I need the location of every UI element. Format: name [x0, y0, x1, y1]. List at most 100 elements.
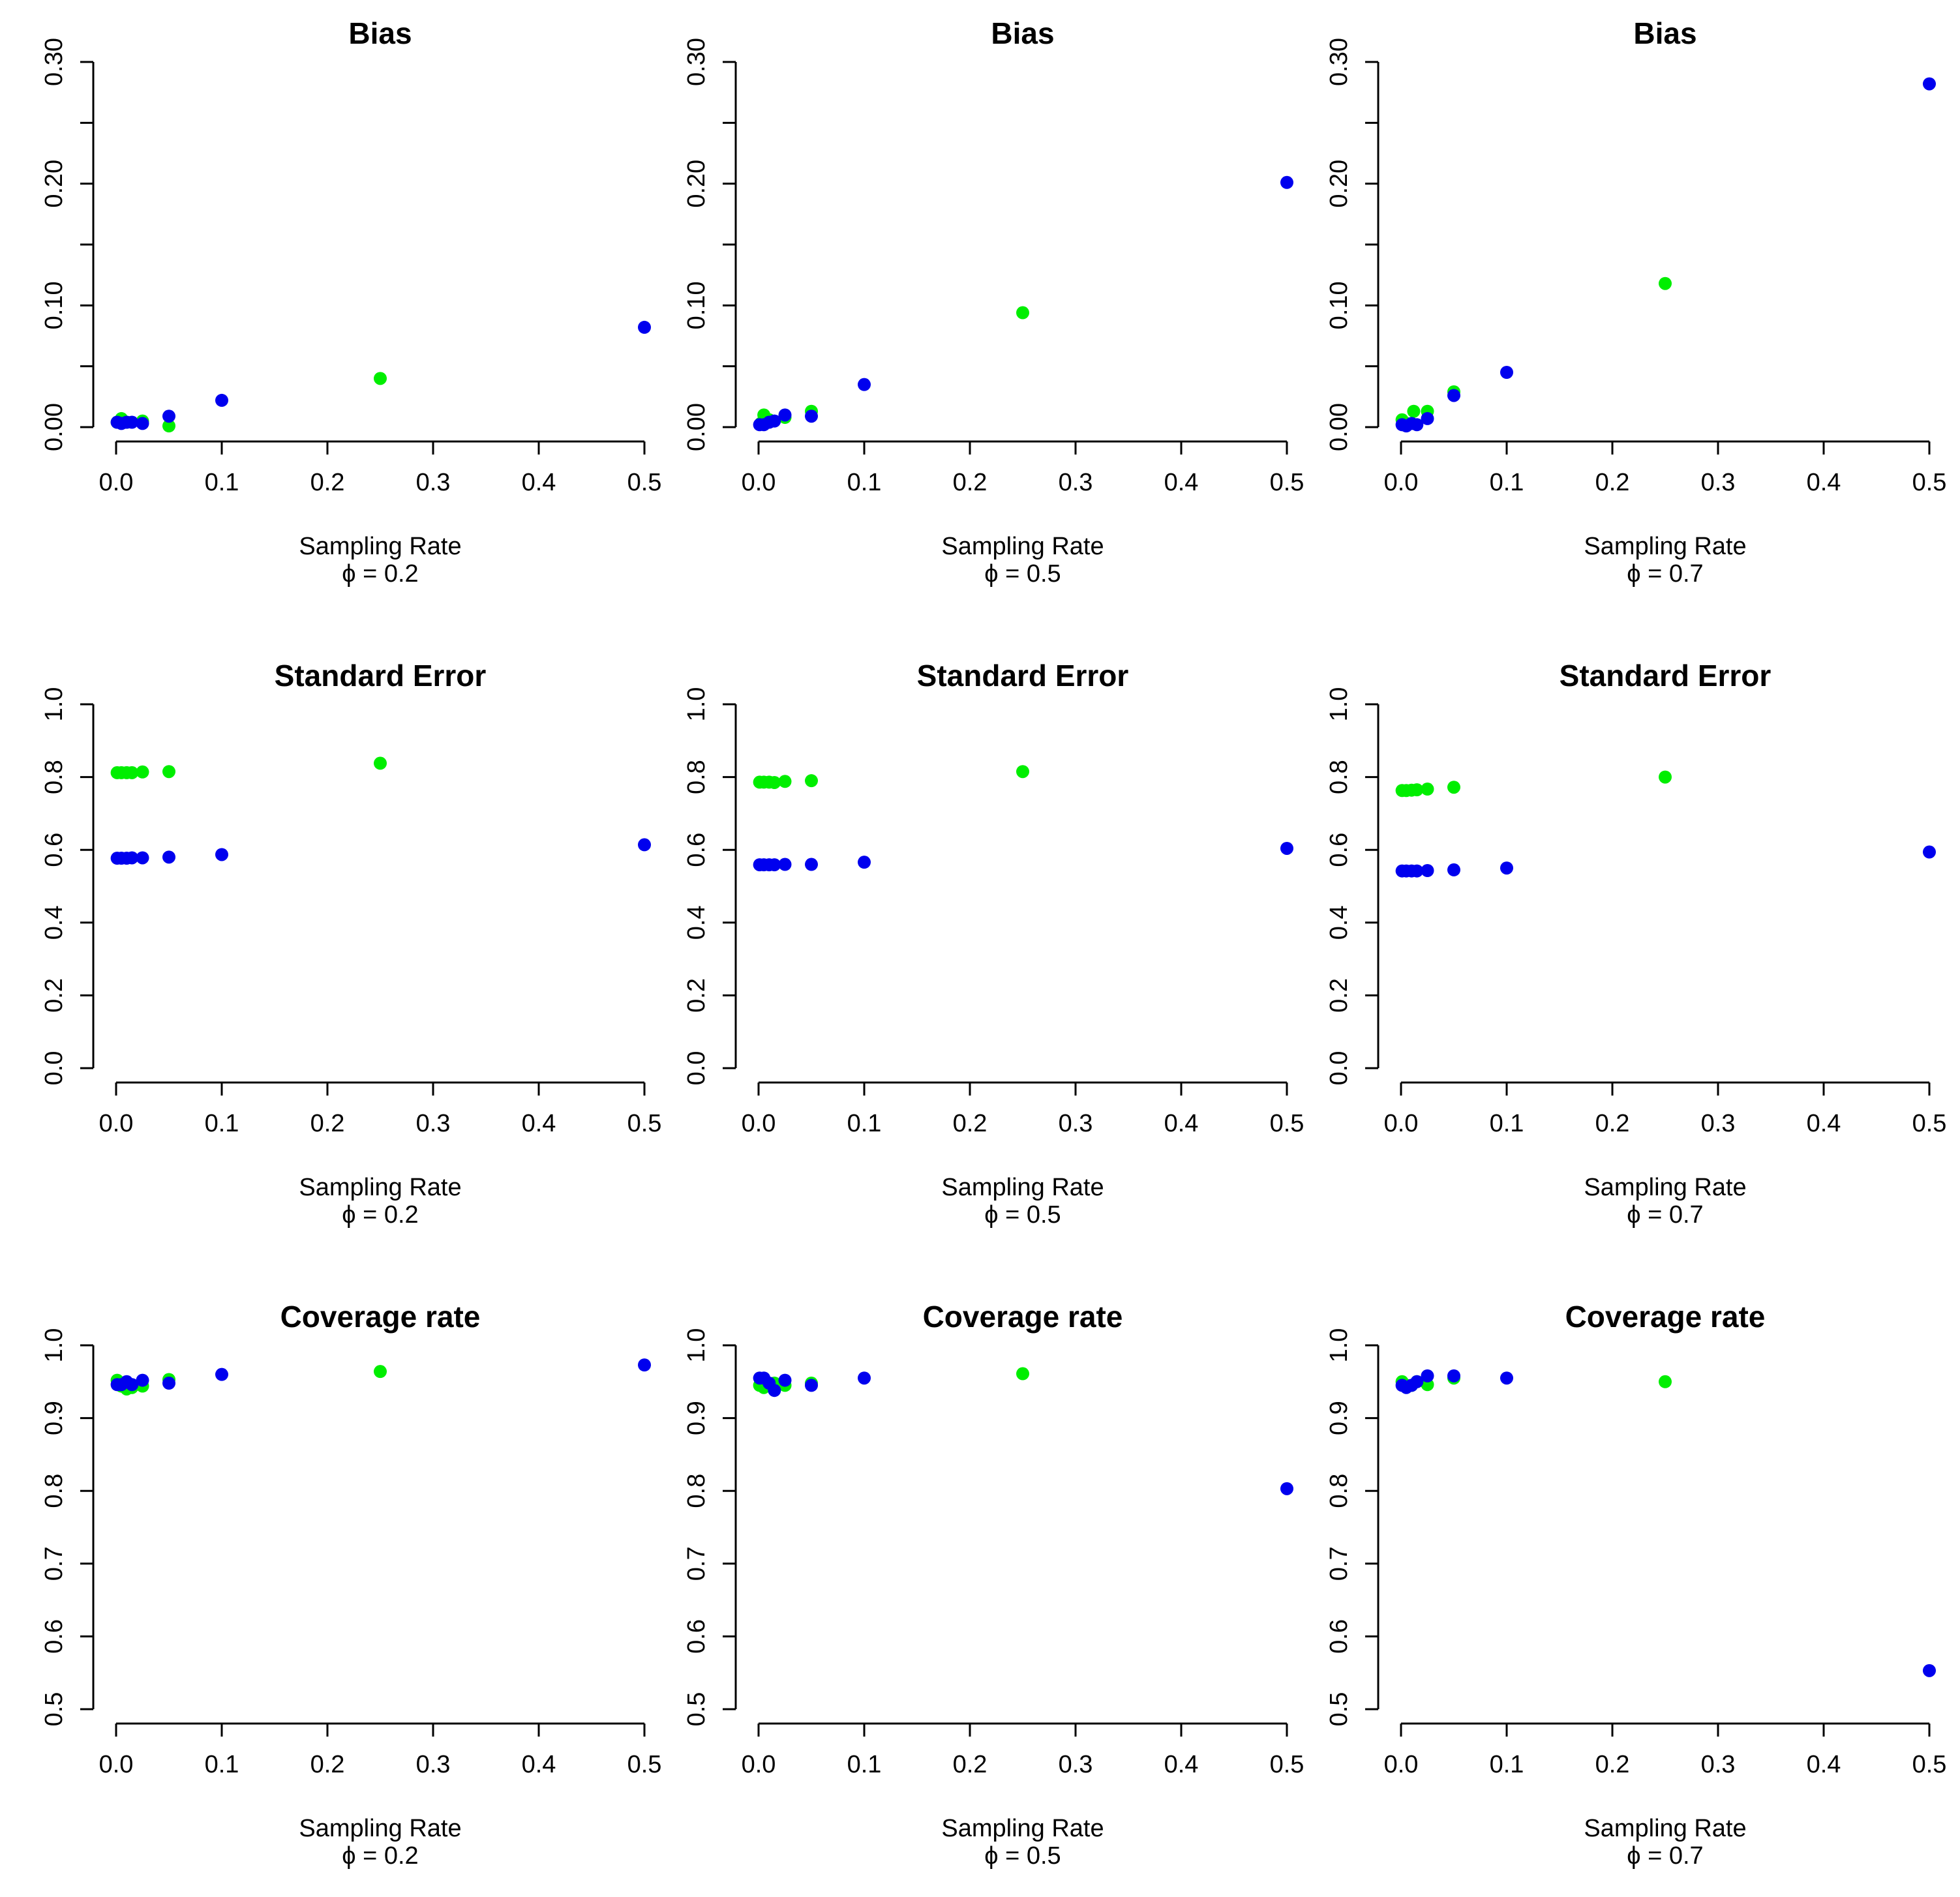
x-tick-label: 0.4 [1164, 1751, 1199, 1778]
x-axis-label: Sampling Rate [941, 1174, 1104, 1201]
y-tick-label: 0.4 [40, 905, 68, 940]
y-tick-label: 0.5 [1325, 1692, 1353, 1727]
y-tick-label: 0.20 [1325, 160, 1353, 208]
y-tick-label: 0.0 [1325, 1051, 1353, 1086]
point-blue [125, 415, 139, 429]
y-tick-label: 0.20 [683, 160, 710, 208]
point-blue [1447, 389, 1460, 402]
chart-title: Coverage rate [280, 1300, 481, 1334]
x-tick-label: 0.1 [1490, 469, 1524, 496]
y-tick-label: 0.8 [683, 1474, 710, 1508]
y-tick-label: 0.6 [40, 833, 68, 867]
point-blue [162, 410, 175, 423]
y-tick-label: 0.8 [40, 760, 68, 794]
chart-title: Standard Error [1560, 659, 1772, 693]
y-tick-label: 0.10 [40, 281, 68, 329]
chart-title: Standard Error [275, 659, 487, 693]
x-tick-label: 0.0 [1384, 469, 1419, 496]
point-blue [1923, 1664, 1936, 1677]
y-tick-label: 0.6 [683, 833, 710, 867]
y-tick-label: 0.2 [683, 978, 710, 1013]
x-tick-label: 0.3 [1701, 1751, 1736, 1778]
chart-title: Coverage rate [1565, 1300, 1766, 1334]
point-blue [768, 858, 781, 872]
point-green [1016, 1367, 1029, 1381]
point-green [778, 775, 792, 788]
x-tick-label: 0.3 [1701, 469, 1736, 496]
y-tick-label: 0.2 [1325, 978, 1353, 1013]
x-axis-label: Sampling Rate [299, 1174, 461, 1201]
y-tick-label: 0.30 [40, 38, 68, 86]
y-tick-label: 0.2 [40, 978, 68, 1013]
point-blue [1421, 411, 1434, 425]
x-tick-label: 0.2 [310, 469, 345, 496]
point-blue [1421, 1369, 1434, 1382]
x-tick-label: 0.1 [847, 1110, 882, 1137]
point-blue [805, 858, 818, 871]
point-green [805, 774, 818, 788]
x-tick-label: 0.3 [1059, 469, 1093, 496]
point-blue [136, 417, 149, 430]
x-tick-label: 0.5 [1270, 469, 1304, 496]
point-blue [778, 408, 792, 422]
y-tick-label: 0.5 [683, 1692, 710, 1727]
y-tick-label: 0.30 [683, 38, 710, 86]
x-tick-label: 0.2 [310, 1110, 345, 1137]
y-tick-label: 0.4 [1325, 905, 1353, 940]
x-tick-label: 0.4 [522, 1110, 556, 1137]
x-axis-sublabel: ϕ = 0.2 [342, 1842, 418, 1870]
y-tick-label: 0.10 [683, 281, 710, 329]
point-green [162, 419, 175, 433]
x-tick-label: 0.4 [1807, 1110, 1841, 1137]
x-tick-label: 0.0 [742, 1110, 776, 1137]
point-green [162, 765, 175, 779]
point-blue [778, 858, 792, 871]
chart-title: Bias [348, 16, 412, 50]
chart-panel-7: Coverage rate 0.0 0.1 0.2 0.3 0.4 0.5 0.5 0.6 0.7… [40, 1300, 661, 1870]
x-tick-label: 0.2 [953, 1751, 988, 1778]
y-tick-label: 1.0 [1325, 687, 1353, 722]
y-tick-label: 0.0 [683, 1051, 710, 1086]
chart-title: Bias [1633, 16, 1696, 50]
x-tick-label: 0.0 [1384, 1110, 1419, 1137]
point-blue [1410, 418, 1424, 432]
point-green [1016, 765, 1029, 779]
x-tick-label: 0.1 [205, 469, 239, 496]
x-tick-label: 0.4 [1164, 1110, 1199, 1137]
chart-panel-4: Standard Error 0.0 0.1 0.2 0.3 0.4 0.5 0.0 0.2 0.… [40, 659, 661, 1229]
point-blue [638, 1358, 651, 1372]
x-tick-label: 0.1 [205, 1110, 239, 1137]
point-blue [215, 393, 228, 407]
x-tick-label: 0.5 [627, 1110, 662, 1137]
point-green [374, 372, 387, 385]
chart-panel-6: Standard Error 0.0 0.1 0.2 0.3 0.4 0.5 0.0 0.2 0.… [1325, 659, 1946, 1229]
chart-panel-2: Bias 0.0 0.1 0.2 0.3 0.4 0.5 0.00 0.10 0.20 0.30 Sa… [683, 16, 1304, 588]
point-green [1421, 783, 1434, 796]
point-green [768, 775, 781, 789]
x-tick-label: 0.3 [416, 1751, 451, 1778]
point-green [1410, 783, 1424, 797]
x-tick-label: 0.0 [1384, 1751, 1419, 1778]
x-tick-label: 0.3 [1059, 1751, 1093, 1778]
x-axis-sublabel: ϕ = 0.5 [984, 1842, 1061, 1870]
point-green [125, 766, 139, 779]
point-blue [805, 1379, 818, 1392]
point-blue [162, 850, 175, 864]
point-green [1447, 781, 1460, 794]
point-blue [858, 856, 871, 869]
x-axis-sublabel: ϕ = 0.2 [342, 1201, 418, 1229]
chart-panel-8: Coverage rate 0.0 0.1 0.2 0.3 0.4 0.5 0.5 0.6 0.7… [683, 1300, 1304, 1870]
x-tick-label: 0.2 [1595, 1751, 1630, 1778]
point-blue [162, 1377, 175, 1390]
x-tick-label: 0.2 [953, 1110, 988, 1137]
x-tick-label: 0.0 [99, 1751, 134, 1778]
x-axis-sublabel: ϕ = 0.7 [1627, 1201, 1703, 1229]
chart-panel-9: Coverage rate 0.0 0.1 0.2 0.3 0.4 0.5 0.5 0.6 0.7… [1325, 1300, 1946, 1870]
x-tick-label: 0.5 [627, 1751, 662, 1778]
point-blue [125, 851, 139, 865]
x-tick-label: 0.2 [953, 469, 988, 496]
x-axis-sublabel: ϕ = 0.5 [984, 1201, 1061, 1229]
chart-title: Coverage rate [923, 1300, 1123, 1334]
x-tick-label: 0.3 [1059, 1110, 1093, 1137]
point-blue [125, 1378, 139, 1392]
